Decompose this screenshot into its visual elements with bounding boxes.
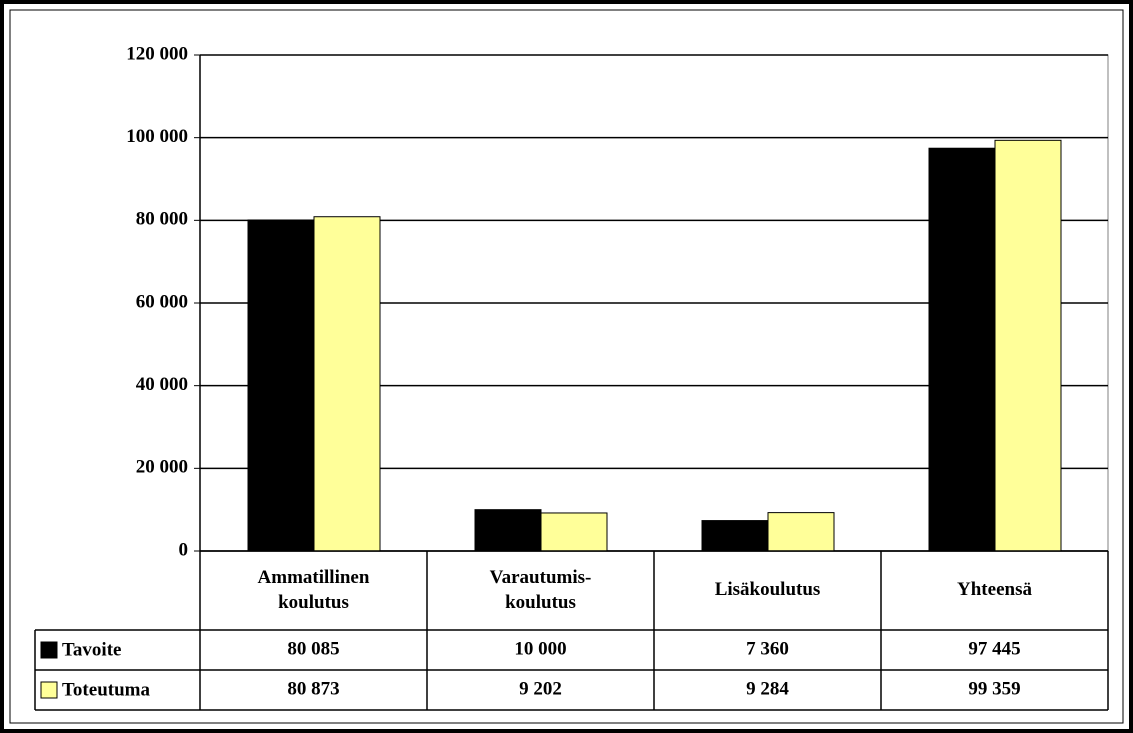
bar [994,139,1062,552]
legend-swatch [40,681,58,699]
bar [540,512,608,552]
x-tick-label: Lisäkoulutus [714,579,821,601]
legend-label: Toteutuma [62,679,150,700]
x-tick-label-box: Varautumis- koulutus [489,566,592,613]
bar [701,520,769,552]
y-tick-label: 40 000 [136,374,188,395]
x-tick-label-box: Lisäkoulutus [714,579,821,601]
y-tick-label: 120 000 [126,43,188,64]
bar [767,512,835,552]
bar [247,219,315,552]
legend-label: Tavoite [62,639,121,660]
data-label: 10 000 [514,638,566,659]
data-label: 80 873 [287,678,339,699]
y-tick-label: 100 000 [126,126,188,147]
data-label: 9 202 [519,678,562,699]
data-label: 7 360 [746,638,789,659]
bar [474,509,542,552]
legend-swatch [40,641,58,659]
y-tick-label: 60 000 [136,291,188,312]
y-tick-label: 80 000 [136,209,188,230]
bar [928,147,996,552]
y-tick-label: 0 [179,539,189,560]
x-tick-label-box: Ammatillinen koulutus [257,566,370,613]
x-tick-label: Varautumis- koulutus [489,566,592,613]
data-label: 97 445 [968,638,1020,659]
y-tick-label: 20 000 [136,457,188,478]
x-tick-label: Ammatillinen koulutus [257,566,370,613]
bar [313,216,381,552]
data-label: 80 085 [287,638,339,659]
inner-frame [9,9,1124,724]
x-tick-label-box: Yhteensä [957,579,1032,601]
x-tick-label: Yhteensä [957,579,1032,601]
data-label: 99 359 [968,678,1020,699]
data-label: 9 284 [746,678,789,699]
